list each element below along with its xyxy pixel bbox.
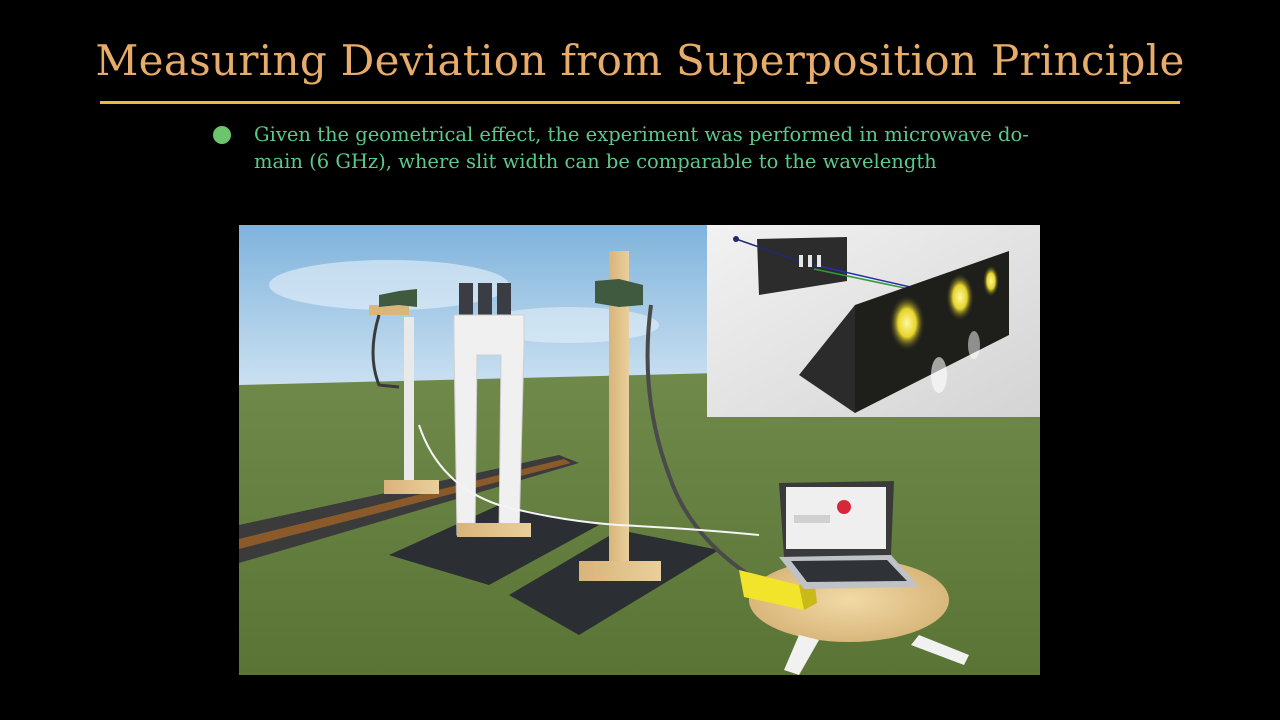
transmitter-pole [404,317,414,482]
receiver-base-plate [509,530,719,635]
slit-assembly [453,314,525,536]
bullet-text: Given the geometrical effect, the experi… [254,121,1044,175]
receiver-cable [645,304,751,577]
title-divider [100,101,1180,104]
slide-title: Measuring Deviation from Superposition P… [95,36,1185,85]
slit-base-plate [389,505,599,585]
bullet-line-2: main (6 GHz), where slit width can be co… [254,150,937,173]
bullet-marker-icon [213,126,231,144]
simulation-inset [707,225,1040,417]
receiver-horn-icon [595,279,643,307]
bullet-line-1: Given the geometrical effect, the experi… [254,123,1029,146]
microwave-horn-icon [379,289,417,307]
detector-box [739,570,804,610]
receiver-pole [609,251,629,569]
experiment-setup-figure [239,225,1040,675]
